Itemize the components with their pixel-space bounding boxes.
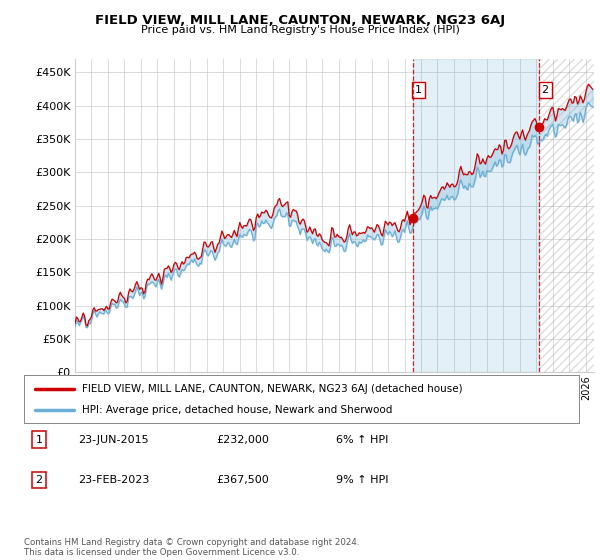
Text: Price paid vs. HM Land Registry's House Price Index (HPI): Price paid vs. HM Land Registry's House … — [140, 25, 460, 35]
Text: HPI: Average price, detached house, Newark and Sherwood: HPI: Average price, detached house, Newa… — [82, 405, 392, 415]
Text: 2: 2 — [35, 475, 43, 485]
Bar — [413, 59, 539, 372]
Text: 2: 2 — [542, 85, 549, 95]
Bar — [539, 59, 594, 372]
Text: Contains HM Land Registry data © Crown copyright and database right 2024.
This d: Contains HM Land Registry data © Crown c… — [24, 538, 359, 557]
Text: 1: 1 — [415, 85, 422, 95]
Text: 1: 1 — [35, 435, 43, 445]
Text: FIELD VIEW, MILL LANE, CAUNTON, NEWARK, NG23 6AJ: FIELD VIEW, MILL LANE, CAUNTON, NEWARK, … — [95, 14, 505, 27]
Text: 6% ↑ HPI: 6% ↑ HPI — [336, 435, 388, 445]
Text: 23-JUN-2015: 23-JUN-2015 — [78, 435, 149, 445]
Bar — [539, 59, 594, 372]
Text: £232,000: £232,000 — [216, 435, 269, 445]
Text: FIELD VIEW, MILL LANE, CAUNTON, NEWARK, NG23 6AJ (detached house): FIELD VIEW, MILL LANE, CAUNTON, NEWARK, … — [82, 384, 463, 394]
Text: £367,500: £367,500 — [216, 475, 269, 485]
Text: 9% ↑ HPI: 9% ↑ HPI — [336, 475, 389, 485]
Text: 23-FEB-2023: 23-FEB-2023 — [78, 475, 149, 485]
